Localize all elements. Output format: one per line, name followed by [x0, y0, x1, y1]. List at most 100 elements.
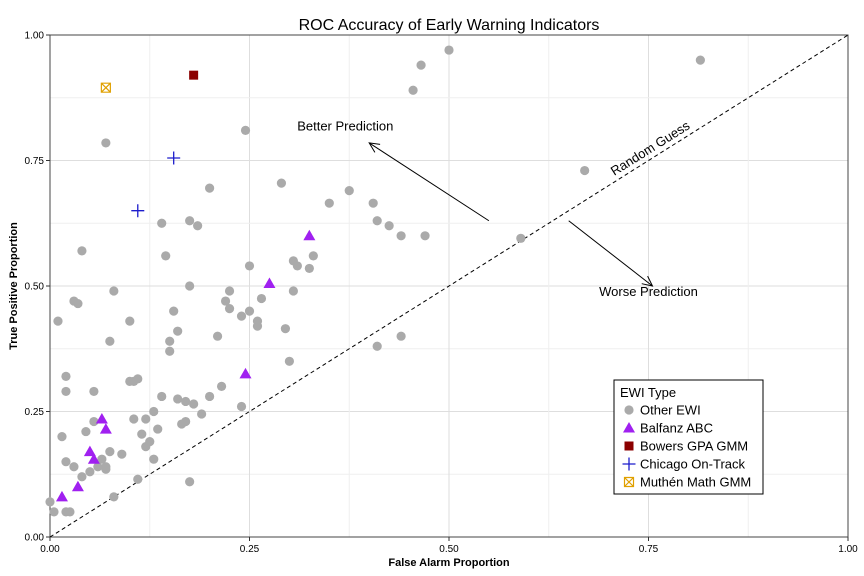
x-tick-label: 0.00 [40, 544, 60, 555]
legend-label-chicago-on-track: Chicago On-Track [640, 457, 745, 472]
point-other-ewi [129, 414, 139, 424]
point-other-ewi [304, 263, 314, 274]
point-other-ewi [695, 55, 705, 65]
point-chicago-on-track [131, 204, 145, 218]
point-other-ewi [181, 396, 191, 407]
point-other-ewi [193, 221, 203, 231]
point-other-ewi [105, 336, 115, 346]
point-other-ewi [165, 346, 175, 356]
point-other-ewi [284, 356, 294, 366]
point-other-ewi [324, 198, 334, 208]
data-points [45, 45, 705, 517]
point-other-ewi [292, 261, 302, 271]
y-axis-title: True Positive Proportion [8, 222, 20, 350]
point-other-ewi [133, 474, 143, 484]
point-other-ewi [240, 125, 251, 135]
point-balfanz-abc [55, 490, 68, 502]
point-chicago-on-track [167, 151, 181, 165]
point-other-ewi [133, 374, 143, 384]
y-tick-label: 0.50 [25, 282, 45, 293]
point-other-ewi [61, 386, 71, 397]
point-other-ewi [109, 286, 119, 296]
point-other-ewi [49, 507, 59, 517]
point-other-ewi [153, 424, 163, 434]
point-other-ewi [280, 324, 291, 334]
x-tick-label: 0.75 [639, 544, 659, 555]
point-other-ewi [165, 336, 175, 346]
legend-label-bowers-gpa-gmm: Bowers GPA GMM [640, 439, 748, 454]
point-balfanz-abc [71, 480, 84, 492]
point-other-ewi [173, 326, 183, 336]
point-other-ewi [216, 381, 227, 391]
point-other-ewi [141, 414, 151, 424]
point-other-ewi [408, 85, 418, 95]
point-other-ewi [77, 472, 87, 482]
point-other-ewi [173, 394, 183, 404]
point-other-ewi [256, 293, 267, 304]
point-other-ewi [205, 183, 215, 193]
y-tick-label: 1.00 [25, 31, 45, 42]
point-other-ewi [224, 286, 235, 296]
x-tick-label: 0.50 [439, 544, 459, 555]
point-other-ewi [516, 233, 526, 243]
random-guess-line [49, 34, 849, 538]
point-other-ewi [396, 331, 406, 341]
point-other-ewi [101, 464, 111, 474]
point-balfanz-abc [83, 445, 96, 457]
point-other-ewi [244, 306, 255, 316]
point-other-ewi [161, 251, 171, 261]
point-balfanz-abc [87, 453, 100, 464]
x-axis-title: False Alarm Proportion [388, 557, 510, 569]
point-other-ewi [45, 497, 55, 507]
point-other-ewi [73, 298, 83, 309]
legend-key-chicago-on-track [622, 457, 636, 471]
legend: EWI Type Other EWI Balfanz ABC Bowers GPA G… [613, 379, 764, 495]
annotations: Better Prediction Worse Prediction [297, 118, 698, 299]
point-other-ewi [220, 296, 231, 306]
point-bowers-gpa-gmm [189, 70, 199, 80]
point-other-ewi [288, 286, 298, 296]
point-other-ewi [61, 371, 71, 381]
point-other-ewi [125, 316, 135, 326]
legend-key-bowers-gpa-gmm [624, 441, 634, 451]
point-other-ewi [89, 416, 99, 427]
legend-box [613, 379, 764, 495]
point-balfanz-abc [239, 367, 252, 379]
annotation-arrow-2 [568, 220, 653, 287]
point-other-ewi [169, 306, 179, 316]
point-other-ewi [344, 186, 354, 196]
annotation-arrowhead-2 [641, 275, 654, 287]
point-muth-n-math-gmm [100, 82, 111, 93]
annotation-label-2: Worse Prediction [599, 284, 698, 299]
point-other-ewi [189, 399, 199, 409]
point-other-ewi [145, 437, 155, 447]
point-other-ewi [396, 231, 406, 241]
point-other-ewi [205, 391, 215, 402]
x-tick-label: 1.00 [838, 544, 858, 555]
point-other-ewi [420, 231, 430, 241]
point-other-ewi [77, 246, 87, 256]
y-tick-label: 0.00 [25, 533, 45, 544]
annotation-arrow-1 [368, 142, 490, 222]
annotation-arrowhead-1 [368, 142, 381, 153]
point-other-ewi [65, 507, 75, 517]
point-other-ewi [97, 454, 107, 464]
point-other-ewi [244, 261, 255, 271]
point-other-ewi [149, 406, 159, 417]
point-other-ewi [157, 218, 167, 228]
point-other-ewi [580, 165, 590, 176]
legend-title: EWI Type [620, 385, 676, 400]
x-axis-ticks: 0.00 0.25 0.50 0.75 1.00 [40, 537, 858, 555]
point-other-ewi [236, 401, 247, 412]
y-tick-label: 0.25 [25, 407, 45, 418]
legend-label-other-ewi: Other EWI [640, 403, 701, 418]
point-other-ewi [384, 221, 394, 231]
point-other-ewi [109, 492, 119, 502]
legend-label-balfanz-abc: Balfanz ABC [640, 421, 713, 436]
point-other-ewi [372, 216, 382, 226]
point-other-ewi [85, 467, 95, 477]
point-other-ewi [416, 60, 426, 70]
point-other-ewi [117, 449, 127, 459]
point-other-ewi [224, 303, 235, 314]
